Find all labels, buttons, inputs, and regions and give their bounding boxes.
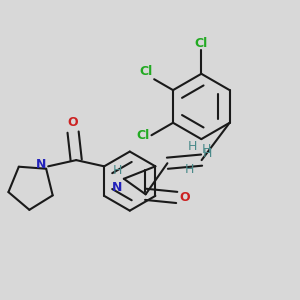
Text: H: H <box>113 164 122 177</box>
Text: O: O <box>68 116 78 129</box>
Text: Cl: Cl <box>195 37 208 50</box>
Text: H: H <box>203 147 212 160</box>
Text: H: H <box>184 163 194 176</box>
Text: H: H <box>188 140 197 153</box>
Text: H: H <box>202 143 211 156</box>
Text: Cl: Cl <box>140 65 153 78</box>
Text: N: N <box>112 181 122 194</box>
Text: O: O <box>180 191 190 204</box>
Text: N: N <box>36 158 46 171</box>
Text: Cl: Cl <box>137 129 150 142</box>
